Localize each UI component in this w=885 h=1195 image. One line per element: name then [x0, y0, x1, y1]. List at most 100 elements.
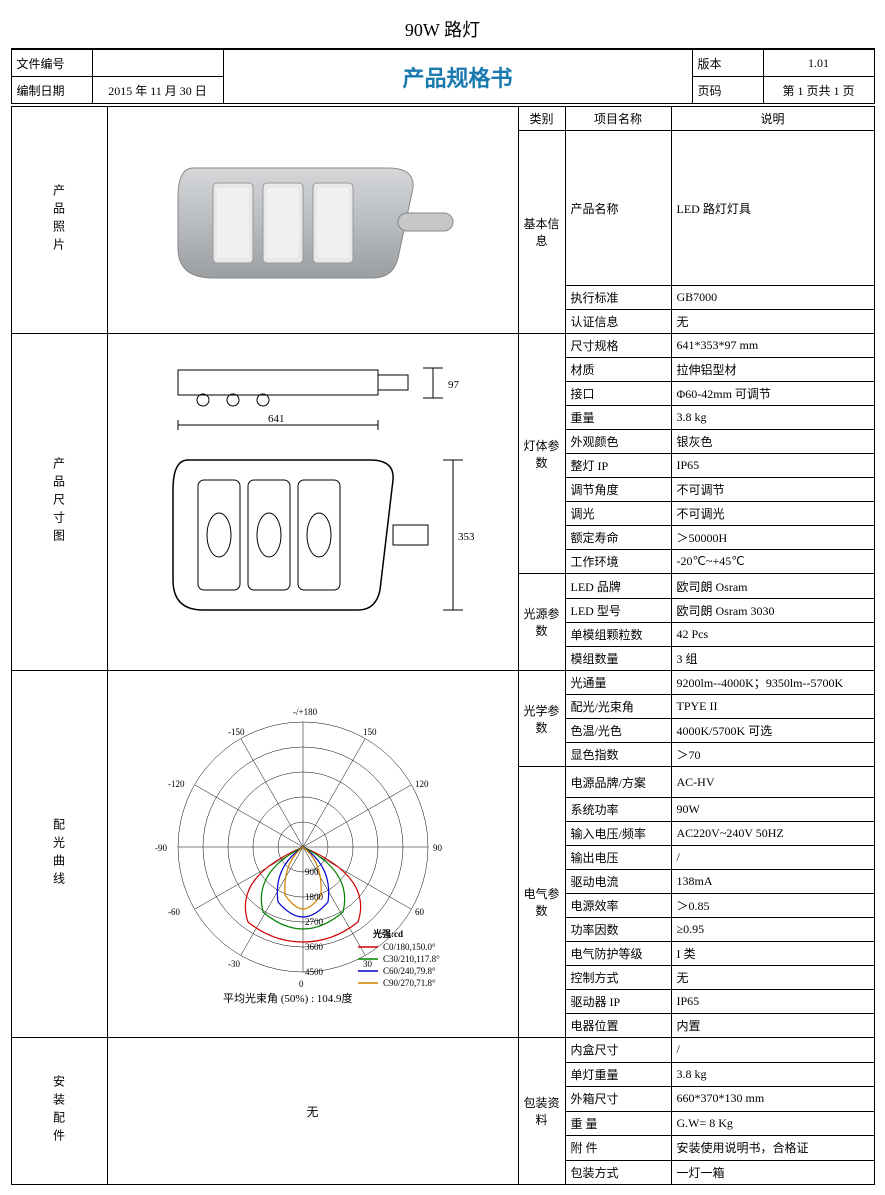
main-spec-table: 产品照片 [11, 106, 875, 1185]
param-value: ≥0.95 [671, 918, 874, 942]
col-category: 类别 [518, 107, 565, 131]
param-name: 输出电压 [565, 846, 671, 870]
header-table: 文件编号 产品规格书 版本 1.01 编制日期 2015 年 11 月 30 日… [11, 49, 875, 104]
param-value: 3 组 [671, 647, 874, 671]
param-name: 显色指数 [565, 743, 671, 767]
polar-section-label: 配光曲线 [11, 671, 107, 1038]
param-name: 接口 [565, 382, 671, 406]
date-label: 编制日期 [11, 77, 92, 104]
dims-section-label: 产品尺寸图 [11, 334, 107, 671]
param-name: 尺寸规格 [565, 334, 671, 358]
file-no-label: 文件编号 [11, 50, 92, 77]
dim-height: 353 [458, 531, 475, 543]
param-value: ＞0.85 [671, 894, 874, 918]
param-value: IP65 [671, 990, 874, 1014]
intensity-label: 光强:cd [372, 928, 403, 939]
param-value: / [671, 1038, 874, 1063]
group-body-label: 灯体参数 [518, 334, 565, 574]
product-dimensions-drawing: 97 641 [107, 334, 518, 671]
param-name: 附 件 [565, 1136, 671, 1161]
svg-text:2700: 2700 [305, 917, 324, 927]
param-name: 单灯重量 [565, 1062, 671, 1087]
svg-text:3600: 3600 [305, 942, 324, 952]
svg-text:-120: -120 [168, 779, 185, 789]
param-value: 不可调光 [671, 502, 874, 526]
group-package-label: 包装资料 [518, 1038, 565, 1185]
param-value: LED 路灯灯具 [671, 131, 874, 286]
param-name: 电器位置 [565, 1014, 671, 1038]
svg-text:C90/270,71.8°: C90/270,71.8° [383, 978, 436, 988]
param-value: IP65 [671, 454, 874, 478]
param-name: 电源品牌/方案 [565, 767, 671, 798]
param-value: 42 Pcs [671, 623, 874, 647]
param-value: 3.8 kg [671, 406, 874, 430]
svg-text:C60/240,79.8°: C60/240,79.8° [383, 966, 436, 976]
param-value: AC220V~240V 50HZ [671, 822, 874, 846]
param-name: 光通量 [565, 671, 671, 695]
group-electrical-label: 电气参数 [518, 767, 565, 1038]
param-name: 执行标准 [565, 286, 671, 310]
param-value: 660*370*130 mm [671, 1087, 874, 1112]
param-value: 641*353*97 mm [671, 334, 874, 358]
param-name: 系统功率 [565, 798, 671, 822]
param-name: 工作环境 [565, 550, 671, 574]
param-value: 4000K/5700K 可选 [671, 719, 874, 743]
group-source-label: 光源参数 [518, 574, 565, 671]
param-value: Φ60-42mm 可调节 [671, 382, 874, 406]
param-value: AC-HV [671, 767, 874, 798]
param-name: 输入电压/频率 [565, 822, 671, 846]
param-value: 安装使用说明书，合格证 [671, 1136, 874, 1161]
install-accessories-value: 无 [107, 1038, 518, 1185]
polar-diagram: 900 1800 2700 3600 4500 -/+180 150 120 9… [107, 671, 518, 1038]
param-value: I 类 [671, 942, 874, 966]
document-title: 90W 路灯 [11, 10, 875, 49]
svg-text:-30: -30 [228, 959, 240, 969]
param-name: 单模组颗粒数 [565, 623, 671, 647]
svg-text:60: 60 [415, 907, 425, 917]
version-label: 版本 [692, 50, 763, 77]
param-name: 产品名称 [565, 131, 671, 286]
version-value: 1.01 [763, 50, 874, 77]
svg-text:900: 900 [305, 867, 319, 877]
param-value: 3.8 kg [671, 1062, 874, 1087]
param-value: 欧司朗 Osram 3030 [671, 599, 874, 623]
param-name: 材质 [565, 358, 671, 382]
param-value: GB7000 [671, 286, 874, 310]
param-value: 不可调节 [671, 478, 874, 502]
dim-depth: 97 [448, 379, 460, 391]
param-name: 电气防护等级 [565, 942, 671, 966]
avg-beam-angle: 平均光束角 (50%) : 104.9度 [223, 991, 353, 1005]
param-value: -20℃~+45℃ [671, 550, 874, 574]
col-item-name: 项目名称 [565, 107, 671, 131]
photo-section-label: 产品照片 [11, 107, 107, 334]
svg-text:120: 120 [415, 779, 429, 789]
param-name: 调节角度 [565, 478, 671, 502]
param-value: G.W= 8 Kg [671, 1111, 874, 1136]
svg-text:-/+180: -/+180 [293, 707, 318, 717]
page-value: 第 1 页共 1 页 [763, 77, 874, 104]
param-value: 拉伸铝型材 [671, 358, 874, 382]
param-name: 外观颜色 [565, 430, 671, 454]
param-name: 内盒尺寸 [565, 1038, 671, 1063]
svg-text:C0/180,150.0°: C0/180,150.0° [383, 942, 436, 952]
svg-text:90: 90 [433, 843, 443, 853]
param-value: ＞70 [671, 743, 874, 767]
param-value: 欧司朗 Osram [671, 574, 874, 599]
svg-text:0: 0 [299, 979, 304, 989]
param-name: 驱动器 IP [565, 990, 671, 1014]
param-name: 驱动电流 [565, 870, 671, 894]
spec-title: 产品规格书 [223, 50, 692, 104]
svg-text:150: 150 [363, 727, 377, 737]
dim-width: 641 [268, 413, 285, 425]
param-name: 整灯 IP [565, 454, 671, 478]
svg-text:1800: 1800 [305, 892, 324, 902]
group-basic-label: 基本信息 [518, 131, 565, 334]
param-value: TPYE II [671, 695, 874, 719]
file-no-value [92, 50, 223, 77]
param-value: 无 [671, 310, 874, 334]
param-value: 银灰色 [671, 430, 874, 454]
param-name: LED 品牌 [565, 574, 671, 599]
group-optical-label: 光学参数 [518, 671, 565, 767]
param-name: 电源效率 [565, 894, 671, 918]
param-name: 外箱尺寸 [565, 1087, 671, 1112]
